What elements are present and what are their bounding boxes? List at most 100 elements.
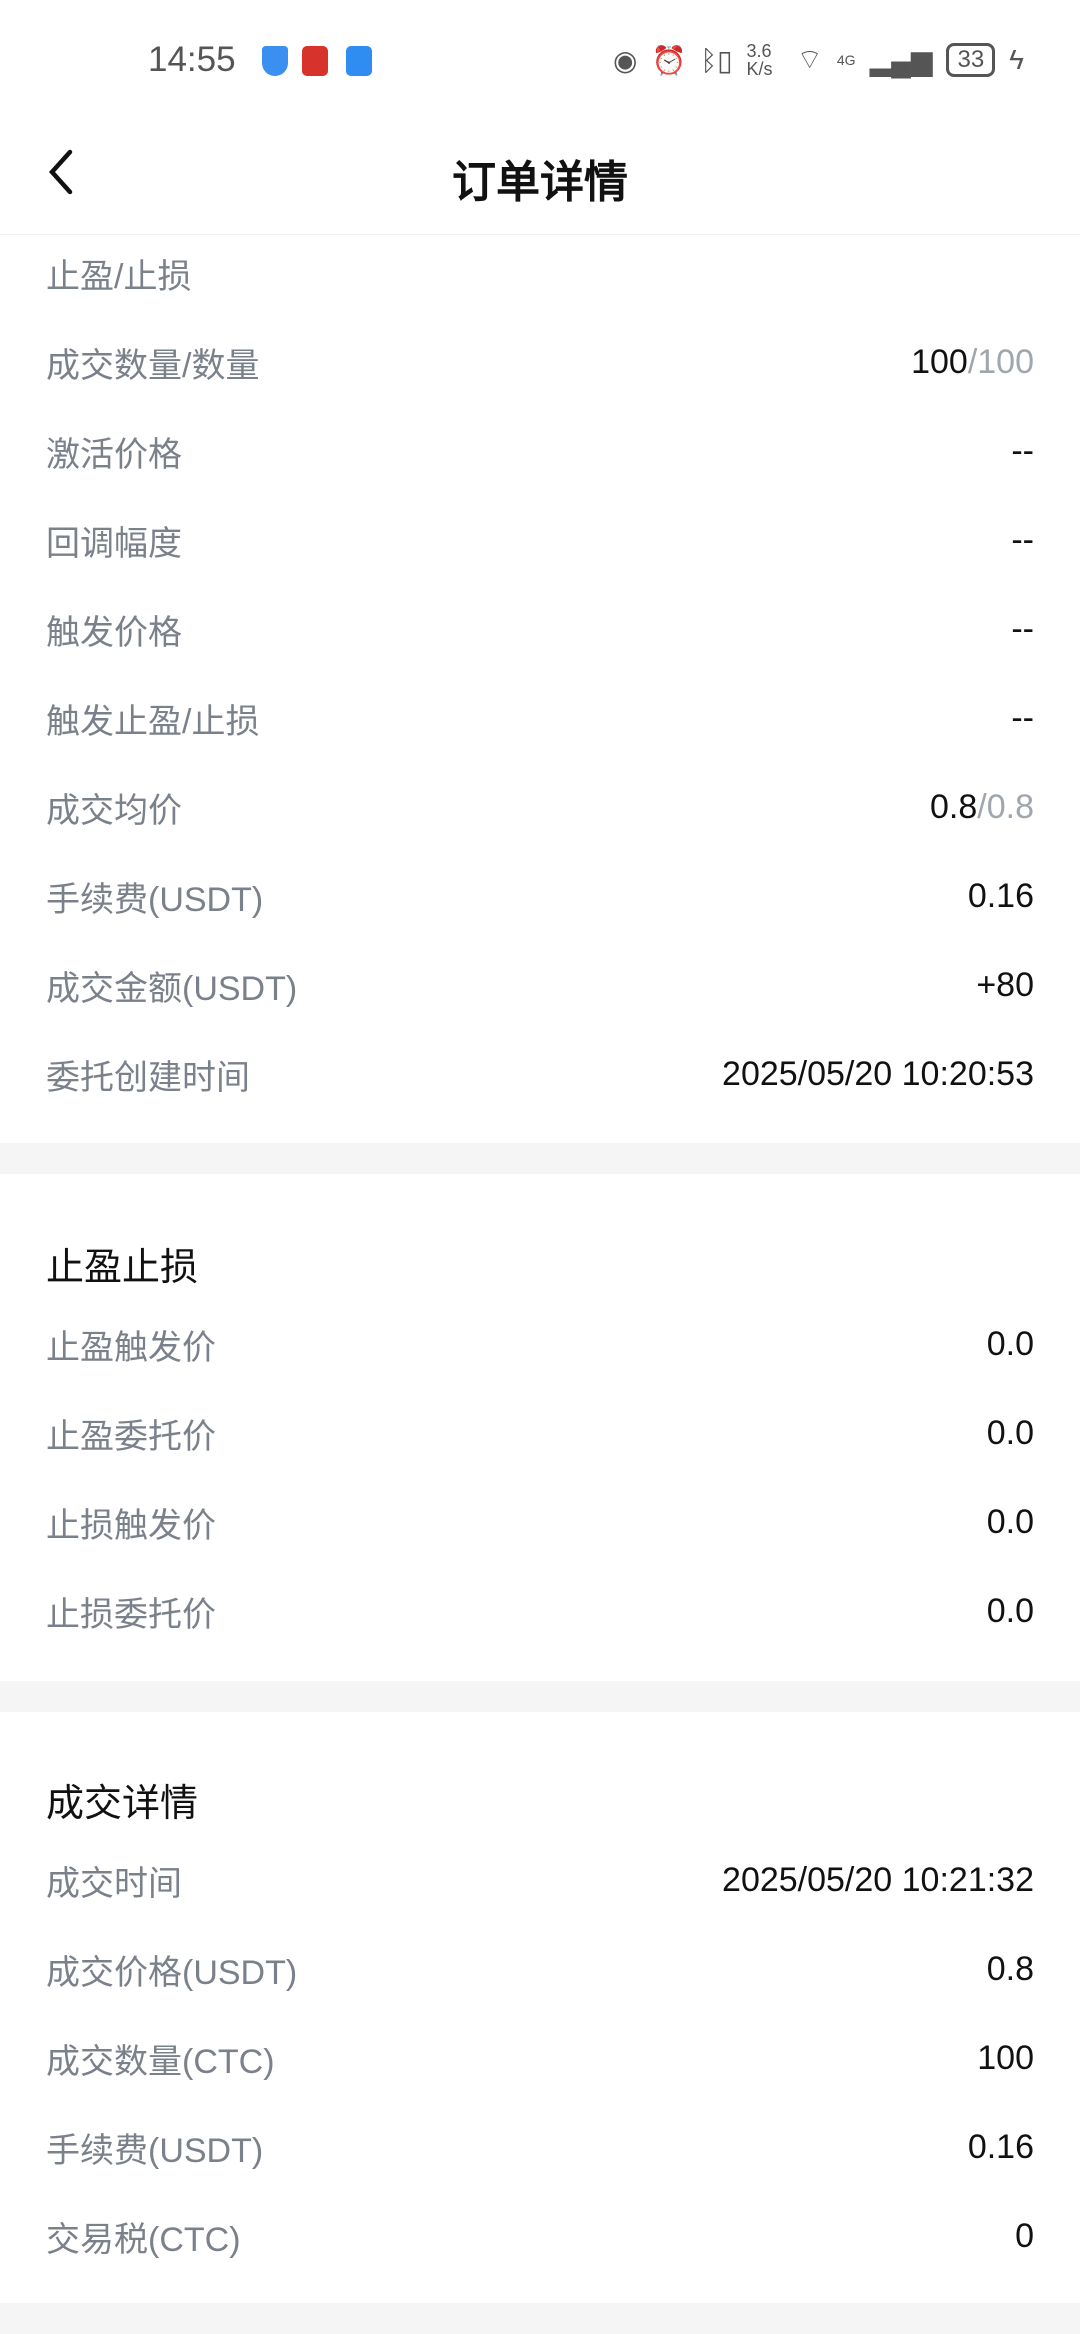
row-value: 0.16 [968,877,1034,916]
value-main: 100 [977,2039,1034,2077]
alarm-icon: ⏰ [651,44,687,76]
row-label: 成交金额(USDT) [46,970,298,1008]
shield-icon [262,46,288,76]
value-main: 0.0 [986,1325,1034,1363]
value-main: -- [1011,610,1034,648]
detail-row: 止损委托价 0.0 [0,1567,1080,1656]
detail-row: 触发止盈/止损 -- [0,674,1080,763]
row-value: 0.0 [987,1503,1034,1542]
detail-row: 成交数量(CTC) 100 [0,2014,1080,2103]
row-value: -- [1011,432,1034,471]
net-speed: 3.6 K/s [746,41,773,79]
bluetooth-icon: ᛒ▯ [700,44,733,76]
order-info-section: 止盈/止损 成交数量/数量 100/100 激活价格 -- 回调幅度 -- 触发价格 -- 触发止… [0,229,1080,1119]
row-label: 止损触发价 [46,1507,216,1545]
row-value: 0.0 [987,1325,1034,1364]
value-main: 0.8 [986,1950,1034,1988]
value-main: 0.16 [967,2128,1034,2166]
row-value: 100 [977,2039,1034,2078]
app-notification-icon [346,46,372,76]
row-label: 成交数量/数量 [46,347,260,385]
row-label: 止盈触发价 [46,1329,216,1367]
value-main: 100 [911,343,968,381]
row-value: -- [1011,521,1034,560]
value-total: /100 [967,343,1034,381]
row-label: 成交价格(USDT) [46,1954,298,1992]
value-main: -- [1011,521,1034,559]
detail-row: 成交均价 0.8/0.8 [0,763,1080,852]
detail-row: 回调幅度 -- [0,496,1080,585]
detail-row: 止盈委托价 0.0 [0,1389,1080,1478]
detail-row: 止盈触发价 0.0 [0,1300,1080,1389]
row-value: 0.8 [987,1950,1034,1989]
fill-details-section: 成交详情 成交时间 2025/05/20 10:21:32 成交价格(USDT) 0.… [0,1712,1080,2281]
value-main: 0.0 [986,1503,1034,1541]
detail-row: 成交时间 2025/05/20 10:21:32 [0,1836,1080,1925]
section-title: 止盈止损 [46,1247,199,1289]
row-label: 回调幅度 [46,525,182,563]
row-label: 止盈委托价 [46,1418,216,1456]
app-notification-icon [302,46,328,76]
row-label: 止损委托价 [46,1596,216,1634]
row-value: 0 [1015,2217,1034,2256]
page-title: 订单详情 [452,158,628,207]
status-bar: 14:55 ◉ ⏰ ᛒ▯ 3.6 K/s ⌔ 4G ▂▄▆ 33 ϟ [0,0,1080,120]
row-value: 2025/05/20 10:20:53 [722,1055,1034,1094]
value-main: -- [1011,432,1034,470]
section-divider [0,1681,1080,1712]
row-value: 0.0 [987,1414,1034,1453]
value-main: 0.8 [930,788,978,826]
charging-icon: ϟ [1009,44,1024,75]
detail-row: 止损触发价 0.0 [0,1478,1080,1567]
row-label: 手续费(USDT) [46,881,264,919]
detail-row: 交易税(CTC) 0 [0,2192,1080,2281]
row-label: 触发价格 [46,614,182,652]
tpsl-section: 止盈止损 止盈触发价 0.0 止盈委托价 0.0 止损触发价 0.0 止损委托价 0.0 [0,1174,1080,1656]
section-divider [0,1143,1080,1174]
detail-row: 止盈/止损 [0,229,1080,318]
row-label: 手续费(USDT) [46,2132,264,2170]
row-label: 成交数量(CTC) [46,2043,275,2081]
value-total: /0.8 [977,788,1034,826]
detail-row: 成交数量/数量 100/100 [0,318,1080,407]
value-main: 0.0 [986,1592,1034,1630]
detail-row: 委托创建时间 2025/05/20 10:20:53 [0,1030,1080,1119]
row-value: 0.16 [968,2128,1034,2167]
row-value: +80 [976,966,1034,1005]
nav-header: 订单详情 [0,120,1080,235]
battery-icon: 33 [946,43,996,77]
status-time: 14:55 [148,40,236,79]
value-main: 2025/05/20 10:20:53 [722,1055,1034,1093]
row-value: 0.0 [987,1592,1034,1631]
detail-row: 手续费(USDT) 0.16 [0,852,1080,941]
signal-icon: ▂▄▆ [869,44,933,76]
row-label: 成交时间 [46,1865,182,1903]
row-label: 委托创建时间 [46,1059,250,1097]
value-main: 0.16 [967,877,1034,915]
row-label: 触发止盈/止损 [46,703,260,741]
section-divider [0,2303,1080,2334]
value-main: -- [1011,699,1034,737]
row-value: 0.8/0.8 [930,788,1034,827]
detail-row: 手续费(USDT) 0.16 [0,2103,1080,2192]
eye-icon: ◉ [613,44,638,76]
row-label: 成交均价 [46,792,182,830]
value-main: 0 [1015,2217,1034,2255]
detail-row: 成交金额(USDT) +80 [0,941,1080,1030]
network-type: 4G [836,52,856,68]
detail-row: 成交价格(USDT) 0.8 [0,1925,1080,2014]
wifi-icon: ⌔ [796,43,823,75]
row-value: 100/100 [911,343,1034,382]
value-main: 0.0 [986,1414,1034,1452]
detail-row: 激活价格 -- [0,407,1080,496]
section-title: 成交详情 [46,1783,199,1825]
row-label: 止盈/止损 [46,258,192,296]
row-value: -- [1011,699,1034,738]
row-label: 交易税(CTC) [46,2221,241,2259]
row-label: 激活价格 [46,436,182,474]
row-value: -- [1011,610,1034,649]
value-main: 2025/05/20 10:21:32 [722,1861,1034,1899]
row-value: 2025/05/20 10:21:32 [722,1861,1034,1900]
back-arrow-icon[interactable] [40,142,80,202]
detail-row: 触发价格 -- [0,585,1080,674]
